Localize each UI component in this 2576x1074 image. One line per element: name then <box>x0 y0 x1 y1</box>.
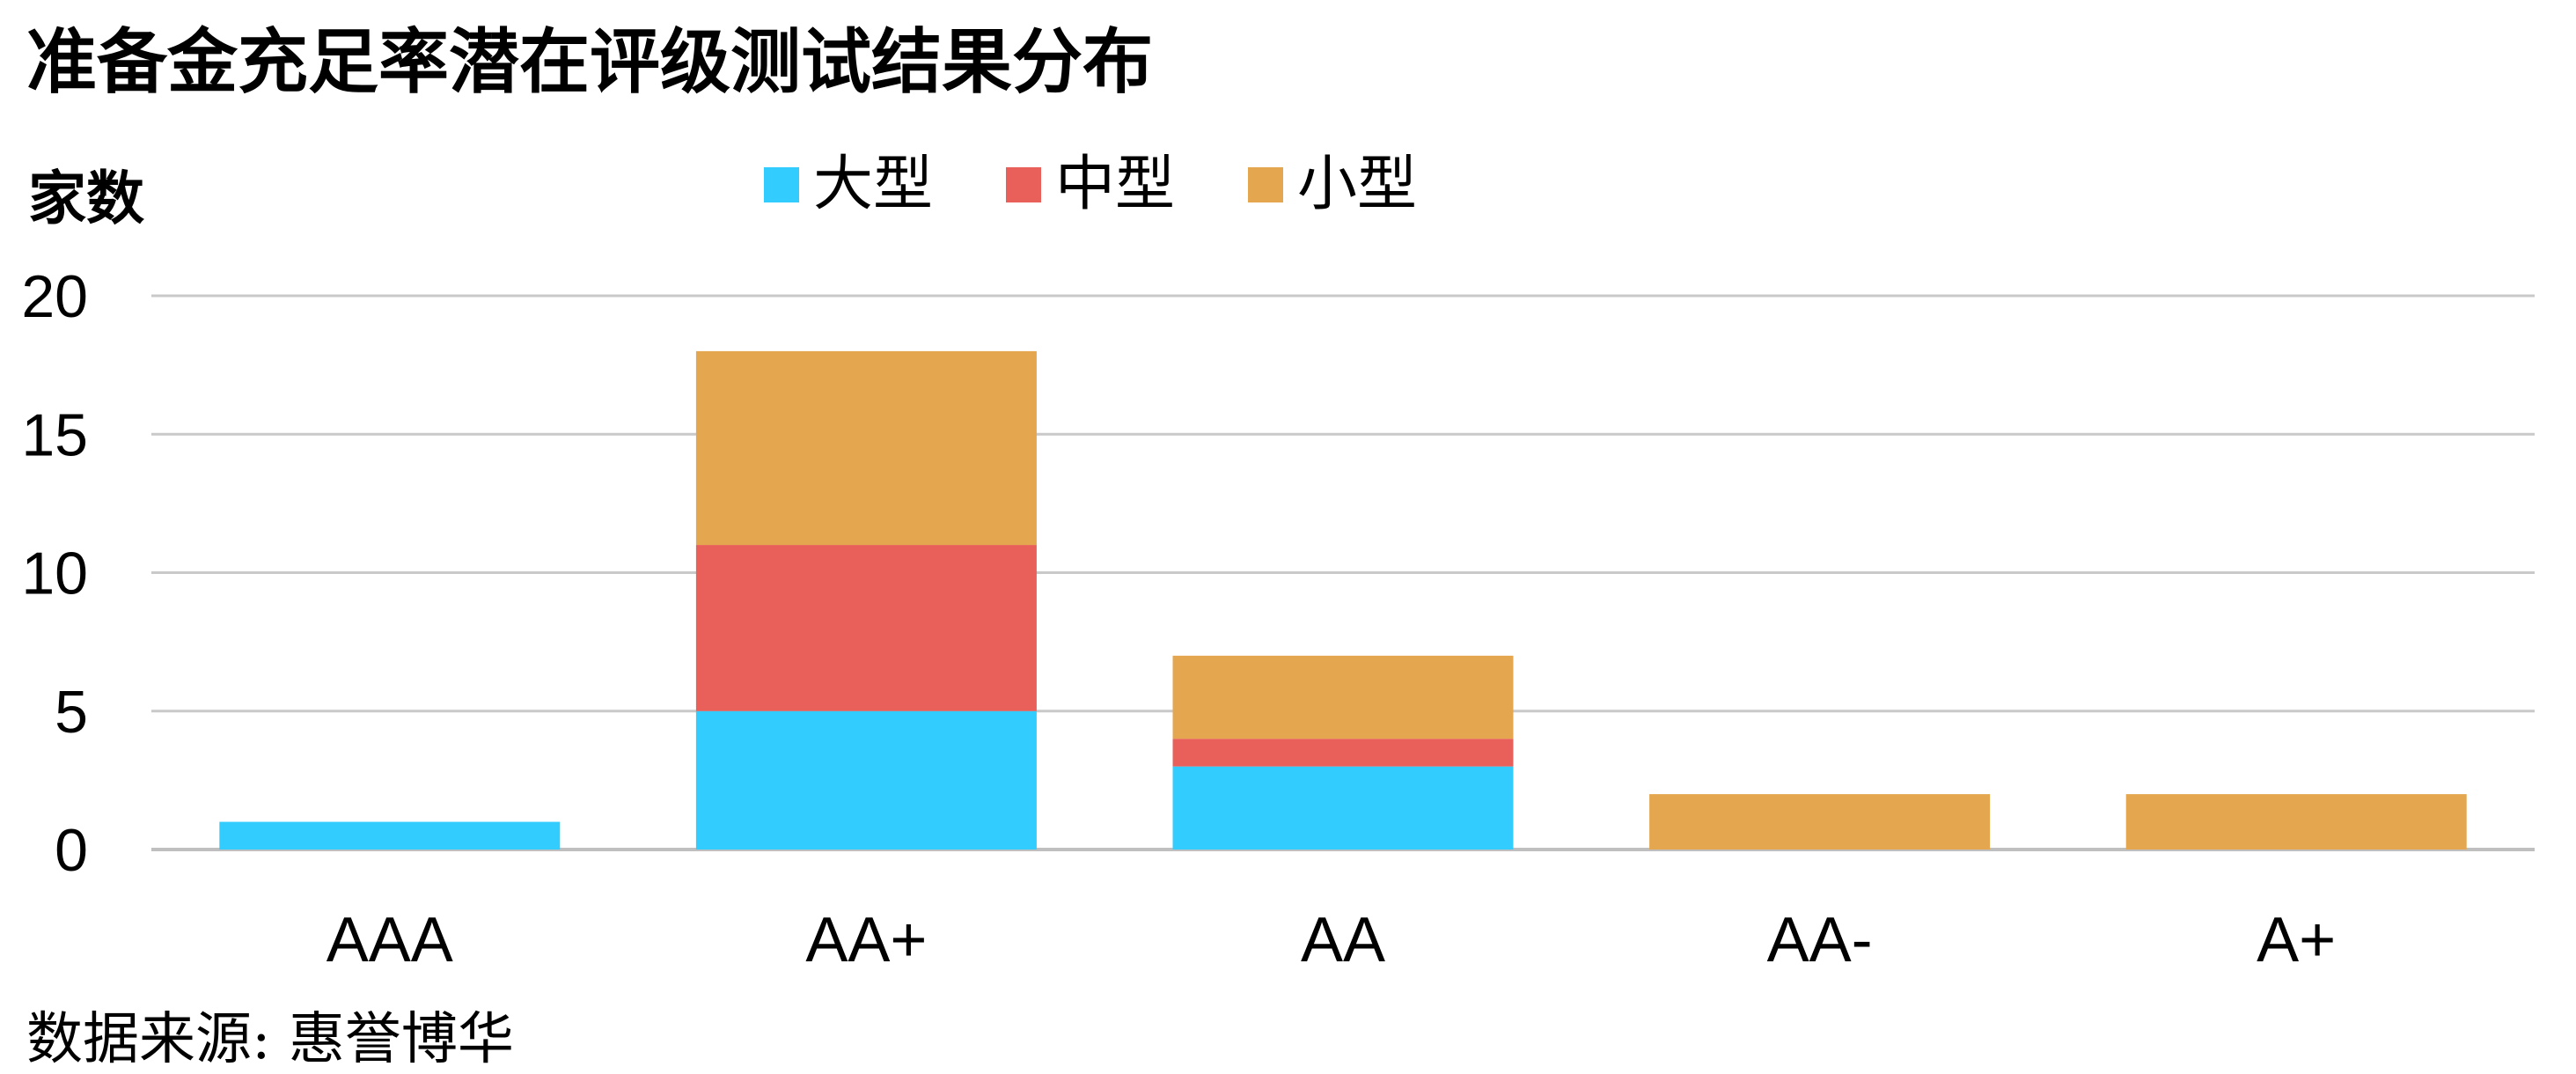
bar-segment <box>695 710 1037 850</box>
bar-segment <box>695 545 1037 711</box>
legend-item: 中型 <box>1006 150 1175 219</box>
x-tick-label: AA+ <box>805 905 927 975</box>
legend-label: 小型 <box>1297 150 1417 219</box>
y-tick-label: 20 <box>21 263 88 330</box>
legend-label: 中型 <box>1055 150 1175 219</box>
x-axis-ticks: AAA AA+ AA AA- A+ <box>327 905 2336 975</box>
bars <box>219 350 2467 850</box>
x-tick-label: AA <box>1301 905 1385 975</box>
x-tick-label: A+ <box>2257 905 2336 975</box>
legend-item: 小型 <box>1248 150 1417 219</box>
y-tick-label: 5 <box>55 679 88 746</box>
x-tick-label: AA- <box>1767 905 1873 975</box>
y-tick-label: 0 <box>55 817 88 884</box>
bar-segment <box>695 350 1037 546</box>
bar-segment <box>1172 739 1514 767</box>
bar-segment <box>1649 794 1991 850</box>
legend-swatch <box>1006 167 1041 202</box>
bar-segment <box>2125 794 2467 850</box>
legend-label: 大型 <box>813 150 933 219</box>
bar-segment <box>1172 655 1514 739</box>
y-axis-ticks: 0 5 10 15 20 <box>21 263 88 884</box>
legend-item: 大型 <box>764 150 933 219</box>
y-axis-label: 家数 <box>28 165 144 232</box>
y-tick-label: 10 <box>21 541 88 607</box>
bar-segment <box>219 821 561 850</box>
source-note: 数据来源: 惠誉博华 <box>26 1007 514 1072</box>
legend-swatch <box>1248 167 1283 202</box>
bar-segment <box>1172 766 1514 850</box>
legend: 大型 中型 小型 <box>764 150 1417 219</box>
y-tick-label: 15 <box>21 401 88 468</box>
chart-title: 准备金充足率潜在评级测试结果分布 <box>26 20 1153 103</box>
legend-swatch <box>764 167 799 202</box>
x-tick-label: AAA <box>327 905 453 975</box>
